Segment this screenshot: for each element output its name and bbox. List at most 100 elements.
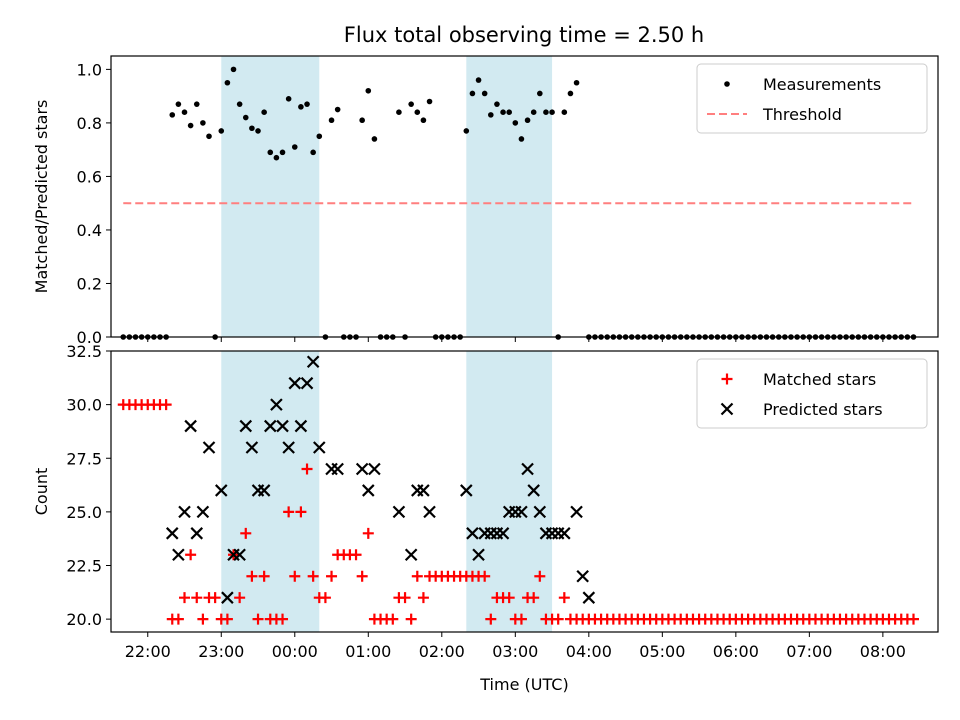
predicted-star-point [417, 484, 430, 497]
x-tick-label: 05:00 [639, 642, 685, 661]
predicted-star-point [233, 548, 246, 562]
matched-star-point [221, 613, 233, 625]
measurement-point [457, 334, 463, 340]
measurement-point [212, 334, 218, 340]
measurement-point [867, 334, 874, 340]
measurement-point [408, 101, 414, 107]
y-tick-label: 20.0 [66, 610, 102, 629]
measurement-point [690, 334, 696, 340]
matched-star-point [907, 613, 919, 625]
measurement-point [806, 334, 813, 340]
predicted-star-point [294, 419, 308, 433]
matched-star-point [277, 613, 289, 625]
measurement-point [855, 334, 862, 340]
measurement-point [120, 334, 127, 340]
measurement-point [475, 77, 482, 83]
measurement-point [389, 334, 396, 340]
measurement-point [126, 334, 133, 340]
measurement-point [488, 112, 494, 118]
counts-panel: 20.0 22.5 25.0 27.5 30.0 32.5 22:00 23:00 00:00 0… [32, 342, 939, 694]
predicted-star-point [521, 462, 534, 476]
x-tick-label: 00:00 [272, 642, 318, 661]
measurement-point [494, 101, 500, 107]
measurement-point [873, 334, 880, 340]
measurement-point [451, 334, 457, 340]
legend-label: Matched stars [763, 370, 876, 389]
matched-star-point [252, 613, 264, 625]
legend-measurement-swatch [724, 81, 730, 87]
matched-star-point [528, 592, 540, 604]
measurement-point [420, 117, 427, 124]
measurement-point [206, 133, 212, 140]
predicted-star-point [466, 527, 479, 540]
y-axis-label: Count [32, 468, 51, 516]
measurement-point [383, 334, 390, 340]
measurement-point [696, 334, 702, 340]
x-tick-label: 01:00 [345, 642, 391, 661]
matched-star-point [185, 549, 197, 561]
matched-star-point [301, 463, 313, 475]
predicted-star-point [190, 527, 204, 540]
y-tick-label: 0.8 [77, 114, 102, 133]
predicted-star-point [257, 484, 271, 497]
x-tick-label: 08:00 [860, 642, 906, 661]
predicted-star-point [288, 376, 302, 390]
measurement-point [414, 109, 421, 115]
measurement-point [898, 334, 905, 340]
x-tick-label: 06:00 [713, 642, 759, 661]
matched-star-point [258, 570, 270, 582]
predicted-star-point [533, 505, 547, 519]
y-axis-label: Matched/Predicted stars [32, 100, 51, 294]
measurement-point [230, 66, 237, 73]
x-axis-label: Time (UTC) [479, 675, 568, 694]
matched-star-point [552, 613, 564, 625]
measurement-point [745, 334, 751, 340]
matched-star-point [503, 592, 515, 604]
matched-star-point [209, 592, 221, 604]
measurement-point [635, 334, 641, 340]
measurement-point [377, 334, 384, 340]
matched-star-point [307, 570, 319, 582]
measurement-point [739, 334, 745, 340]
measurement-point [224, 79, 231, 86]
x-tick-label: 04:00 [566, 642, 612, 661]
measurement-point [273, 154, 280, 161]
y-tick-label: 30.0 [66, 396, 102, 415]
measurement-point [812, 334, 819, 340]
measurement-point [359, 117, 365, 124]
measurement-point [910, 334, 917, 340]
measurement-point [218, 128, 225, 134]
measurement-point [506, 109, 512, 115]
measurement-point [310, 149, 316, 156]
measurement-point [181, 109, 188, 115]
measurement-point [500, 109, 506, 115]
matched-star-point [326, 570, 338, 582]
shaded-interval-2 [466, 351, 553, 632]
predicted-star-point [472, 548, 485, 562]
legend-label: Measurements [763, 75, 881, 94]
measurement-point [187, 122, 194, 129]
predicted-star-point [325, 462, 338, 476]
figure-title: Flux total observing time = 2.50 h [344, 23, 704, 47]
measurement-point [726, 334, 733, 340]
measurement-point [291, 144, 298, 150]
predicted-star-point [270, 398, 283, 411]
measurement-point [788, 334, 794, 340]
measurement-point [671, 334, 678, 340]
measurement-point [886, 334, 892, 340]
measurement-point [285, 96, 292, 102]
shaded-interval-2 [466, 56, 553, 337]
y-tick-label: 32.5 [66, 342, 102, 361]
measurement-point [769, 334, 776, 340]
predicted-star-point [551, 527, 565, 540]
measurement-point [659, 334, 666, 340]
measurement-point [157, 334, 163, 340]
measurement-point [530, 109, 537, 115]
predicted-star-point [411, 484, 424, 497]
measurement-point [561, 109, 568, 115]
measurement-point [463, 128, 470, 134]
predicted-star-point [515, 505, 528, 519]
predicted-star-point [496, 527, 510, 540]
measurement-point [861, 334, 868, 340]
measurement-point [800, 334, 807, 340]
